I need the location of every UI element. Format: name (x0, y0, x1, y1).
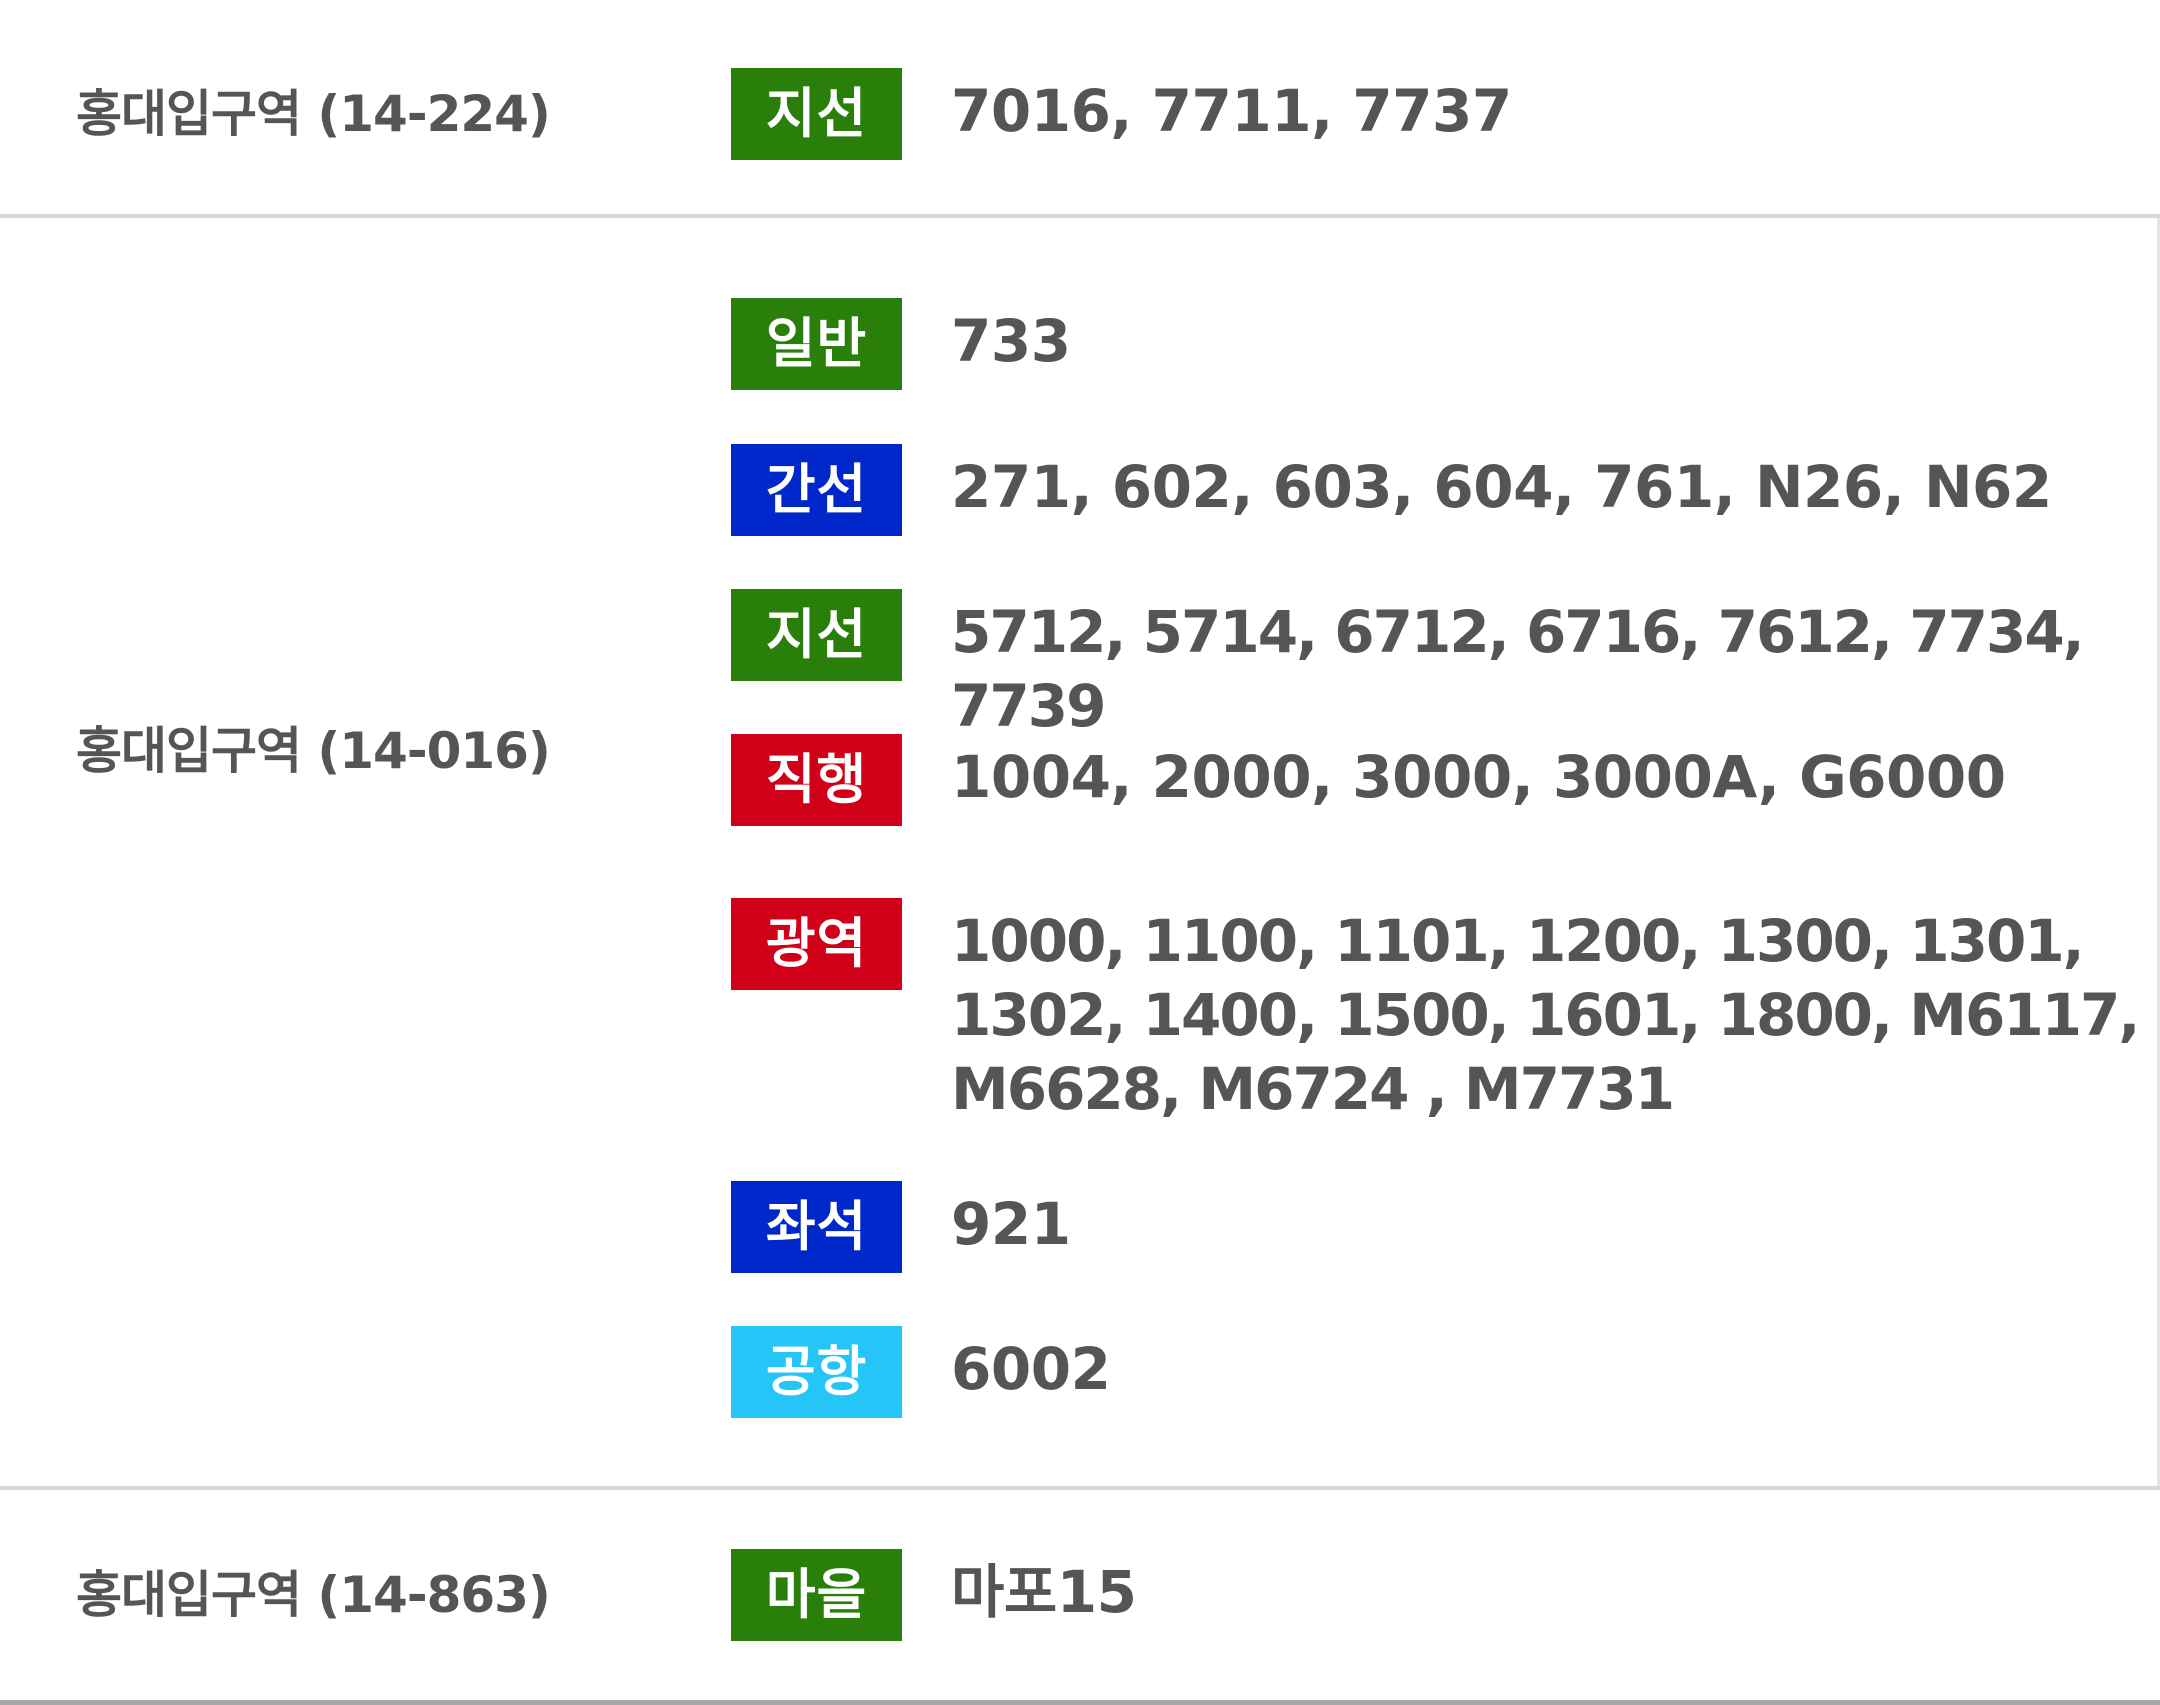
row-divider (0, 214, 2160, 218)
bus-type-badge: 광역 (731, 898, 902, 990)
route-numbers: 6002 (951, 1335, 1111, 1403)
bus-type-badge: 직행 (731, 734, 902, 826)
bus-type-badge: 지선 (731, 589, 902, 681)
route-numbers: 7016, 7711, 7737 (951, 77, 1512, 145)
stop-row: 홍대입구역 (14-863) 마을 마포15 (0, 1490, 2160, 1700)
table-bottom-border (0, 1700, 2160, 1705)
scrollbar-edge[interactable] (2157, 218, 2160, 1486)
station-name: 홍대입구역 (14-224) (76, 85, 551, 143)
bus-type-badge: 지선 (731, 68, 902, 160)
route-numbers: 733 (951, 307, 1071, 375)
bus-type-badge: 공항 (731, 1326, 902, 1418)
bus-type-badge: 마을 (731, 1549, 902, 1641)
route-numbers: 1000, 1100, 1101, 1200, 1300, 1301, 1302… (951, 907, 2140, 1123)
route-numbers: 5712, 5714, 6712, 6716, 7612, 7734, 7739 (951, 598, 2085, 740)
bus-type-badge: 일반 (731, 298, 902, 390)
route-numbers: 1004, 2000, 3000, 3000A, G6000 (951, 743, 2006, 811)
station-name: 홍대입구역 (14-863) (76, 1566, 551, 1624)
route-numbers: 마포15 (951, 1558, 1137, 1626)
route-numbers: 921 (951, 1190, 1071, 1258)
station-name: 홍대입구역 (14-016) (76, 722, 551, 780)
route-numbers: 271, 602, 603, 604, 761, N26, N62 (951, 453, 2052, 521)
stop-row: 홍대입구역 (14-016) 일반 733 간선 271, 602, 603, … (0, 218, 2160, 1486)
bus-type-badge: 간선 (731, 444, 902, 536)
stop-row: 홍대입구역 (14-224) 지선 7016, 7711, 7737 (0, 0, 2160, 218)
bus-type-badge: 좌석 (731, 1181, 902, 1273)
row-divider (0, 1486, 2160, 1490)
